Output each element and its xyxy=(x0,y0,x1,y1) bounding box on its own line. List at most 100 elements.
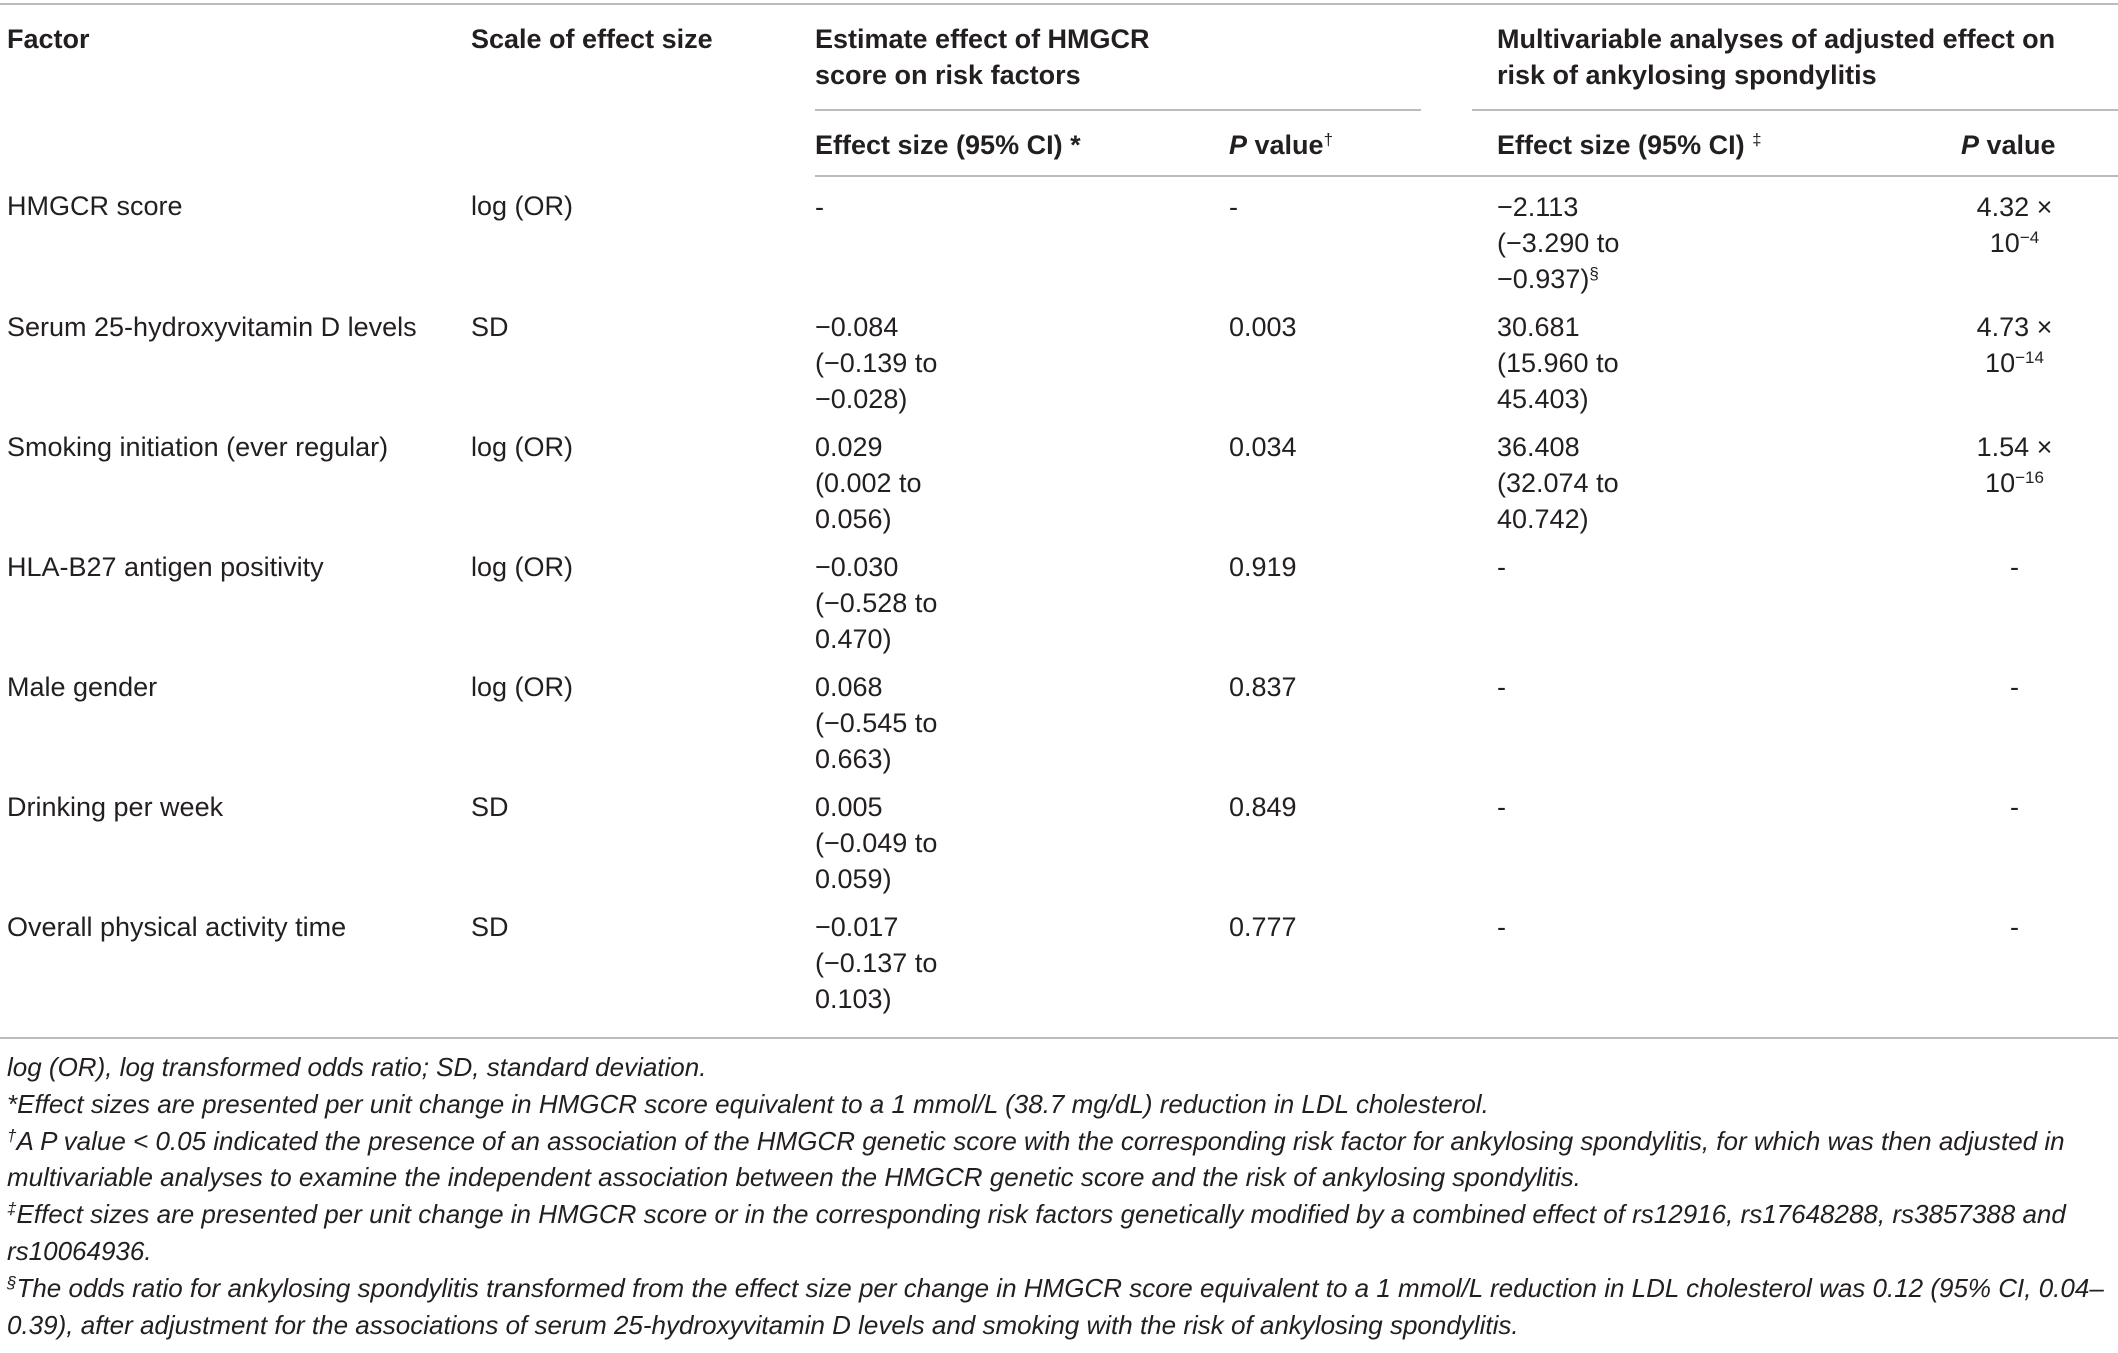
cell-text: - xyxy=(815,192,824,222)
cell: - xyxy=(1497,657,1961,777)
table-body: HMGCR score log (OR) - - −2.113 (−3.290 to −0… xyxy=(0,176,2118,1038)
cell: Smoking initiation (ever regular) xyxy=(0,417,471,537)
cell: 0.029 (0.002 to 0.056) xyxy=(815,417,1229,537)
cell: - xyxy=(1961,897,2118,1038)
cell: HMGCR score xyxy=(0,176,471,297)
header-effect-text: Effect size (95% CI) xyxy=(1497,130,1753,160)
footnote: *Effect sizes are presented per unit cha… xyxy=(7,1086,2111,1123)
cell: log (OR) xyxy=(471,176,815,297)
p-exponent: −14 xyxy=(2015,348,2044,367)
cell-text: log (OR) xyxy=(471,552,574,582)
table-row: Overall physical activity time SD −0.017 (−… xyxy=(0,897,2118,1038)
header-group: Estimate effect of HMGCR score on risk f… xyxy=(815,3,1497,112)
cell-text: - xyxy=(1497,792,1506,822)
p-base: 10 xyxy=(1989,228,2020,258)
p-coefficient: 4.32 × xyxy=(1976,192,2053,222)
effect-ci: (15.960 to 45.403) xyxy=(1497,345,1687,417)
cell-text: - xyxy=(2010,672,2019,702)
ci-text: (−0.137 to 0.103) xyxy=(815,948,938,1014)
cell: SD xyxy=(471,297,815,417)
cell-text: - xyxy=(1497,912,1506,942)
header-effect: Effect size (95% CI) * xyxy=(815,111,1229,177)
p-exponent: −4 xyxy=(2019,228,2040,247)
footnote-text: Effect sizes are presented per unit chan… xyxy=(7,1199,2066,1266)
cell: 30.681 (15.960 to 45.403) xyxy=(1497,297,1961,417)
ci-text: (−0.545 to 0.663) xyxy=(815,708,938,774)
effect-ci: (−0.137 to 0.103) xyxy=(815,945,1005,1017)
cell: - xyxy=(815,176,1229,297)
cell-text: Male gender xyxy=(7,672,158,702)
effect-ci: (−3.290 to −0.937)§ xyxy=(1497,225,1687,297)
p-coefficient: 4.73 × xyxy=(1976,312,2053,342)
header-p-italic: P xyxy=(1229,130,1248,160)
cell-text: Drinking per week xyxy=(7,792,224,822)
p-base: 10 xyxy=(1985,348,2016,378)
ci-text: (−3.290 to −0.937) xyxy=(1497,228,1620,294)
cell: log (OR) xyxy=(471,657,815,777)
cell: - xyxy=(1497,777,1961,897)
cell-text: - xyxy=(2010,552,2019,582)
p-exponent: −16 xyxy=(2015,468,2044,487)
ci-text: (−0.528 to 0.470) xyxy=(815,588,938,654)
cell-text: Smoking initiation (ever regular) xyxy=(7,432,389,462)
cell: HLA-B27 antigen positivity xyxy=(0,537,471,657)
effect-value: 0.029 xyxy=(815,432,883,462)
cell-text: log (OR) xyxy=(471,672,574,702)
footnote-text: log (OR), log transformed odds ratio; SD… xyxy=(7,1052,707,1082)
cell-text: Serum 25-hydroxyvitamin D levels xyxy=(7,312,417,342)
page: Factor Scale of effect size Estimate eff… xyxy=(0,3,2118,1353)
p-coefficient: 1.54 × xyxy=(1976,432,2053,462)
cell-text: - xyxy=(2010,912,2019,942)
footnote-marker: § xyxy=(7,1272,17,1292)
cell: log (OR) xyxy=(471,417,815,537)
effect-ci: (−0.528 to 0.470) xyxy=(815,585,1005,657)
footnote-text: The odds ratio for ankylosing spondyliti… xyxy=(7,1272,2104,1340)
header-p: P value xyxy=(1961,111,2118,177)
cell: 0.005 (−0.049 to 0.059) xyxy=(815,777,1229,897)
effect-value: 36.408 xyxy=(1497,432,1580,462)
header-p-sup: † xyxy=(1323,130,1334,149)
footnotes: log (OR), log transformed odds ratio; SD… xyxy=(0,1039,2118,1343)
cell: - xyxy=(1961,537,2118,657)
table-row: HMGCR score log (OR) - - −2.113 (−3.290 to −0… xyxy=(0,176,2118,297)
effect-ci: (0.002 to 0.056) xyxy=(815,465,1005,537)
header-group-text: Multivariable analyses of adjusted effec… xyxy=(1497,24,2056,90)
header-effect: Effect size (95% CI) ‡ xyxy=(1497,111,1961,177)
table-row: Serum 25-hydroxyvitamin D levels SD −0.084… xyxy=(0,297,2118,417)
note-marker: § xyxy=(1589,264,1599,283)
effect-value: 0.005 xyxy=(815,792,883,822)
p-power: 10−16 xyxy=(1961,465,2068,501)
footnote: ‡Effect sizes are presented per unit cha… xyxy=(7,1196,2111,1270)
ci-text: (15.960 to 45.403) xyxy=(1497,348,1619,414)
ci-text: (−0.049 to 0.059) xyxy=(815,828,938,894)
cell: - xyxy=(1497,897,1961,1038)
ci-text: (0.002 to 0.056) xyxy=(815,468,922,534)
table-row: Drinking per week SD 0.005 (−0.049 to 0.059… xyxy=(0,777,2118,897)
cell: 0.003 xyxy=(1229,297,1497,417)
cell-text: - xyxy=(2010,792,2019,822)
footnote-marker: ‡ xyxy=(7,1199,17,1219)
cell: 1.54 × 10−16 xyxy=(1961,417,2118,537)
cell-text: - xyxy=(1497,672,1506,702)
cell-text: log (OR) xyxy=(471,432,574,462)
effect-value: −0.017 xyxy=(815,912,899,942)
cell: Drinking per week xyxy=(0,777,471,897)
effect-ci: (−0.139 to −0.028) xyxy=(815,345,1005,417)
cell-text: SD xyxy=(471,912,509,942)
footnote-text: *Effect sizes are presented per unit cha… xyxy=(7,1088,1489,1119)
ci-text: (32.074 to 40.742) xyxy=(1497,468,1619,534)
footnote: §The odds ratio for ankylosing spondylit… xyxy=(7,1270,2111,1344)
footnote: log (OR), log transformed odds ratio; SD… xyxy=(7,1049,2111,1086)
cell: - xyxy=(1961,777,2118,897)
p-power: 10−14 xyxy=(1961,345,2068,381)
header-p-text: value xyxy=(1979,130,2056,160)
effect-ci: (32.074 to 40.742) xyxy=(1497,465,1687,537)
effect-value: −0.084 xyxy=(815,312,899,342)
cell: Overall physical activity time xyxy=(0,897,471,1038)
cell: 0.849 xyxy=(1229,777,1497,897)
cell-text: 0.777 xyxy=(1229,912,1297,942)
header-p-text: value xyxy=(1247,130,1324,160)
cell-text: HMGCR score xyxy=(7,191,183,221)
cell: −0.084 (−0.139 to −0.028) xyxy=(815,297,1229,417)
effect-value: −2.113 xyxy=(1497,192,1579,222)
